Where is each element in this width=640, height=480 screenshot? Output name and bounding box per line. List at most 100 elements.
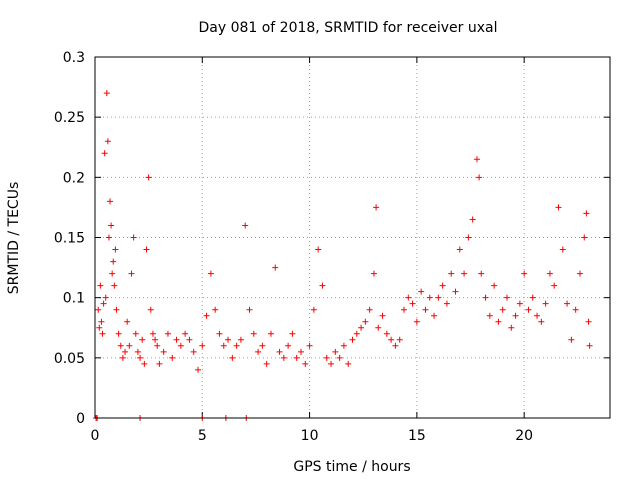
data-point: [375, 324, 382, 331]
data-point: [461, 270, 468, 277]
data-point: [119, 354, 126, 361]
data-point: [534, 312, 541, 319]
grid: [95, 57, 610, 418]
data-point: [448, 270, 455, 277]
data-point: [124, 318, 131, 325]
data-point: [383, 330, 390, 337]
data-point: [229, 354, 236, 361]
data-point: [289, 330, 296, 337]
data-point: [102, 294, 109, 301]
data-point: [190, 348, 197, 355]
data-point: [456, 246, 463, 253]
data-point: [366, 306, 373, 313]
data-point: [302, 360, 309, 367]
data-point: [160, 348, 167, 355]
data-point: [499, 306, 506, 313]
data-point: [96, 324, 103, 331]
x-tick-label: 10: [301, 428, 319, 444]
data-point: [99, 330, 106, 337]
data-point: [97, 282, 104, 289]
data-point: [141, 360, 148, 367]
data-point: [516, 300, 523, 307]
data-point: [340, 342, 347, 349]
data-point: [306, 342, 313, 349]
data-point: [439, 282, 446, 289]
data-point: [572, 306, 579, 313]
data-point: [164, 330, 171, 337]
x-tick-label: 0: [91, 428, 100, 444]
data-point: [216, 330, 223, 337]
data-point: [551, 282, 558, 289]
data-point: [559, 246, 566, 253]
data-point: [310, 306, 317, 313]
data-point: [298, 348, 304, 355]
x-tick-label: 20: [515, 428, 533, 444]
data-point: [246, 306, 253, 313]
data-point: [388, 336, 395, 343]
data-point: [103, 90, 110, 97]
data-point: [482, 294, 489, 301]
data-point: [568, 336, 575, 343]
data-point: [293, 354, 300, 361]
data-point: [104, 138, 111, 145]
data-point: [108, 222, 115, 229]
data-point: [285, 342, 292, 349]
data-point: [336, 354, 343, 361]
data-point: [491, 282, 498, 289]
data-point: [259, 342, 266, 349]
data-point: [113, 306, 120, 313]
data-point: [255, 348, 262, 355]
data-point: [431, 312, 438, 319]
data-point: [128, 270, 135, 277]
data-point: [345, 360, 352, 367]
data-point: [134, 348, 141, 355]
data-point: [323, 354, 330, 361]
data-point: [486, 312, 493, 319]
data-point: [242, 222, 249, 229]
axis-ticks: [94, 56, 610, 419]
data-point: [130, 234, 137, 241]
data-points: [93, 90, 593, 421]
data-point: [107, 198, 114, 205]
data-point: [586, 342, 593, 349]
data-point: [225, 336, 232, 343]
data-point: [111, 282, 118, 289]
data-point: [105, 234, 112, 241]
data-point: [207, 270, 214, 277]
data-point: [195, 366, 201, 373]
data-point: [396, 336, 403, 343]
data-point: [117, 342, 124, 349]
data-point: [418, 288, 425, 295]
data-point: [555, 204, 562, 211]
data-point: [581, 234, 588, 241]
data-point: [199, 342, 206, 349]
data-point: [542, 300, 549, 307]
data-point: [315, 246, 322, 253]
data-point: [143, 246, 150, 253]
data-point: [525, 306, 532, 313]
data-point: [465, 234, 472, 241]
data-point: [152, 336, 159, 343]
data-point: [585, 318, 592, 325]
data-point: [112, 246, 119, 253]
data-point: [272, 264, 279, 271]
y-tick-label: 0.1: [63, 291, 85, 307]
data-point: [145, 174, 152, 181]
data-point: [263, 360, 270, 367]
y-tick-label: 0.15: [54, 231, 85, 247]
data-point: [478, 270, 485, 277]
data-point: [182, 330, 189, 337]
data-point: [328, 360, 335, 367]
data-point: [95, 306, 102, 313]
data-point: [508, 324, 515, 331]
x-axis-label: GPS time / hours: [293, 459, 410, 475]
y-tick-label: 0: [76, 411, 85, 427]
data-point: [349, 336, 356, 343]
data-point: [122, 348, 129, 355]
chart-title: Day 081 of 2018, SRMTID for receiver uxa…: [198, 20, 497, 36]
data-point: [379, 312, 386, 319]
y-tick-label: 0.3: [63, 50, 85, 66]
data-point: [583, 210, 590, 217]
x-tick-label: 5: [198, 428, 207, 444]
